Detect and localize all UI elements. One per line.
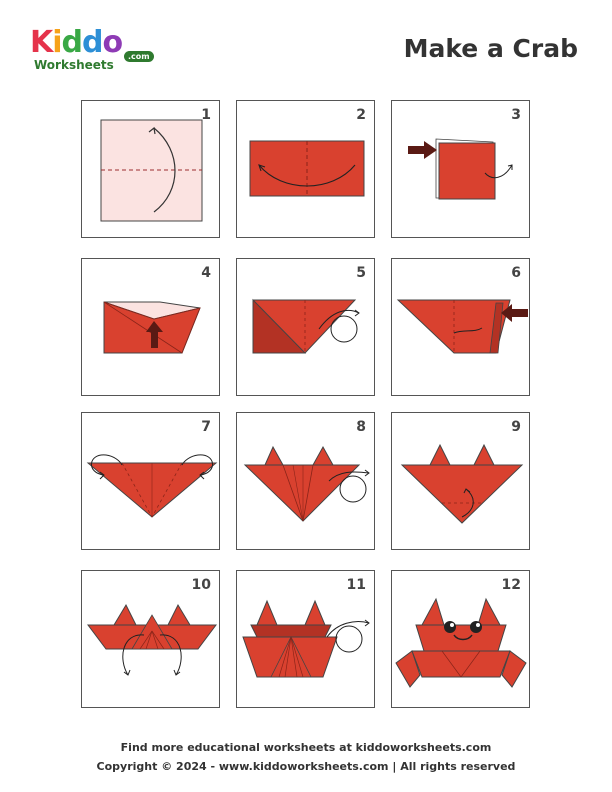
step-number: 2 — [356, 107, 366, 123]
step-1-illustration — [100, 119, 203, 222]
logo-letter: i — [52, 25, 62, 60]
logo-subtitle: Worksheets — [34, 58, 114, 72]
step-panel-11: 11 — [236, 570, 375, 708]
logo-letter: o — [102, 25, 124, 60]
step-5-illustration — [252, 298, 360, 354]
step-number: 10 — [191, 577, 211, 593]
footer-promo: Find more educational worksheets at kidd… — [120, 741, 492, 754]
logo-letter: d — [82, 25, 104, 60]
step-11-illustration — [242, 599, 370, 678]
step-number: 3 — [511, 107, 521, 123]
step-panel-9: 9 — [391, 412, 530, 550]
step-panel-8: 8 — [236, 412, 375, 550]
logo-letter: d — [61, 25, 84, 60]
step-number: 11 — [346, 577, 366, 593]
logo-letter: K — [30, 25, 53, 60]
step-panel-3: 3 — [391, 100, 530, 238]
step-8-illustration — [243, 445, 370, 522]
step-number: 9 — [511, 419, 521, 435]
step-panel-4: 4 — [81, 258, 220, 396]
step-panel-2: 2 — [236, 100, 375, 238]
page-title: Make a Crab — [403, 34, 578, 63]
step-panel-5: 5 — [236, 258, 375, 396]
step-12-illustration — [395, 597, 527, 688]
logo-com-badge: .com — [124, 51, 154, 62]
footer-copyright: Copyright © 2024 - www.kiddoworksheets.c… — [96, 760, 516, 773]
step-6-illustration — [396, 299, 528, 354]
step-9-illustration — [400, 443, 524, 524]
step-panel-1: 1 — [81, 100, 220, 238]
step-number: 4 — [201, 265, 211, 281]
step-panel-10: 10 — [81, 570, 220, 708]
step-panel-7: 7 — [81, 412, 220, 550]
step-number: 1 — [201, 107, 211, 123]
kiddo-logo: Kiddo Worksheets .com — [30, 28, 160, 76]
step-7-illustration — [86, 454, 218, 518]
step-number: 5 — [356, 265, 366, 281]
step-10-illustration — [87, 603, 217, 676]
step-3-illustration — [408, 138, 513, 200]
step-2-illustration — [249, 140, 365, 197]
step-number: 7 — [201, 419, 211, 435]
logo-wordmark: Kiddo — [30, 25, 124, 60]
step-4-illustration — [103, 301, 201, 354]
step-panel-12: 12 — [391, 570, 530, 708]
step-panel-6: 6 — [391, 258, 530, 396]
step-number: 6 — [511, 265, 521, 281]
step-number: 8 — [356, 419, 366, 435]
step-number: 12 — [501, 577, 521, 593]
